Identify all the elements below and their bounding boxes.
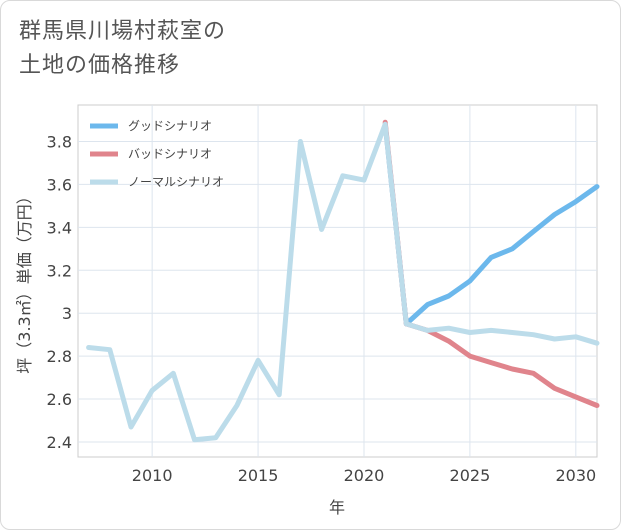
y-tick-label: 2.4 (47, 433, 72, 452)
series-line-3 (86, 121, 600, 443)
x-tick-label: 2020 (344, 466, 385, 485)
x-axis: 2010 2015 2020 2025 2030 (132, 466, 596, 485)
chart-title-line-1: 群馬県川場村萩室の (19, 19, 227, 44)
y-tick-label: 3 (62, 304, 72, 323)
y-tick-label: 2.8 (47, 347, 72, 366)
x-tick-label: 2025 (450, 466, 491, 485)
chart-title: 群馬県川場村萩室の 土地の価格推移 (19, 15, 226, 83)
x-tick-label: 2010 (132, 466, 173, 485)
series-line-1 (382, 121, 600, 327)
chart-title-line-2: 土地の価格推移 (19, 53, 181, 78)
x-tick-label: 2030 (555, 466, 596, 485)
y-tick-label: 2.6 (47, 390, 72, 409)
series-layer (86, 119, 600, 443)
y-tick-label: 3.4 (47, 218, 72, 237)
y-tick-label: 3.6 (47, 175, 72, 194)
legend-label: ノーマルシナリオ (128, 175, 224, 189)
y-axis: 2.4 2.6 2.8 3 3.2 3.4 3.6 3.8 (47, 132, 72, 451)
plot-area (77, 104, 598, 458)
legend-label: グッドシナリオ (128, 119, 212, 133)
y-tick-label: 3.8 (47, 132, 72, 151)
x-tick-label: 2015 (238, 466, 279, 485)
y-tick-label: 3.2 (47, 261, 72, 280)
y-axis-label: 坪（3.3㎡）単価（万円） (15, 188, 34, 373)
legend-label: バッドシナリオ (128, 147, 212, 161)
x-axis-label: 年 (329, 498, 345, 517)
